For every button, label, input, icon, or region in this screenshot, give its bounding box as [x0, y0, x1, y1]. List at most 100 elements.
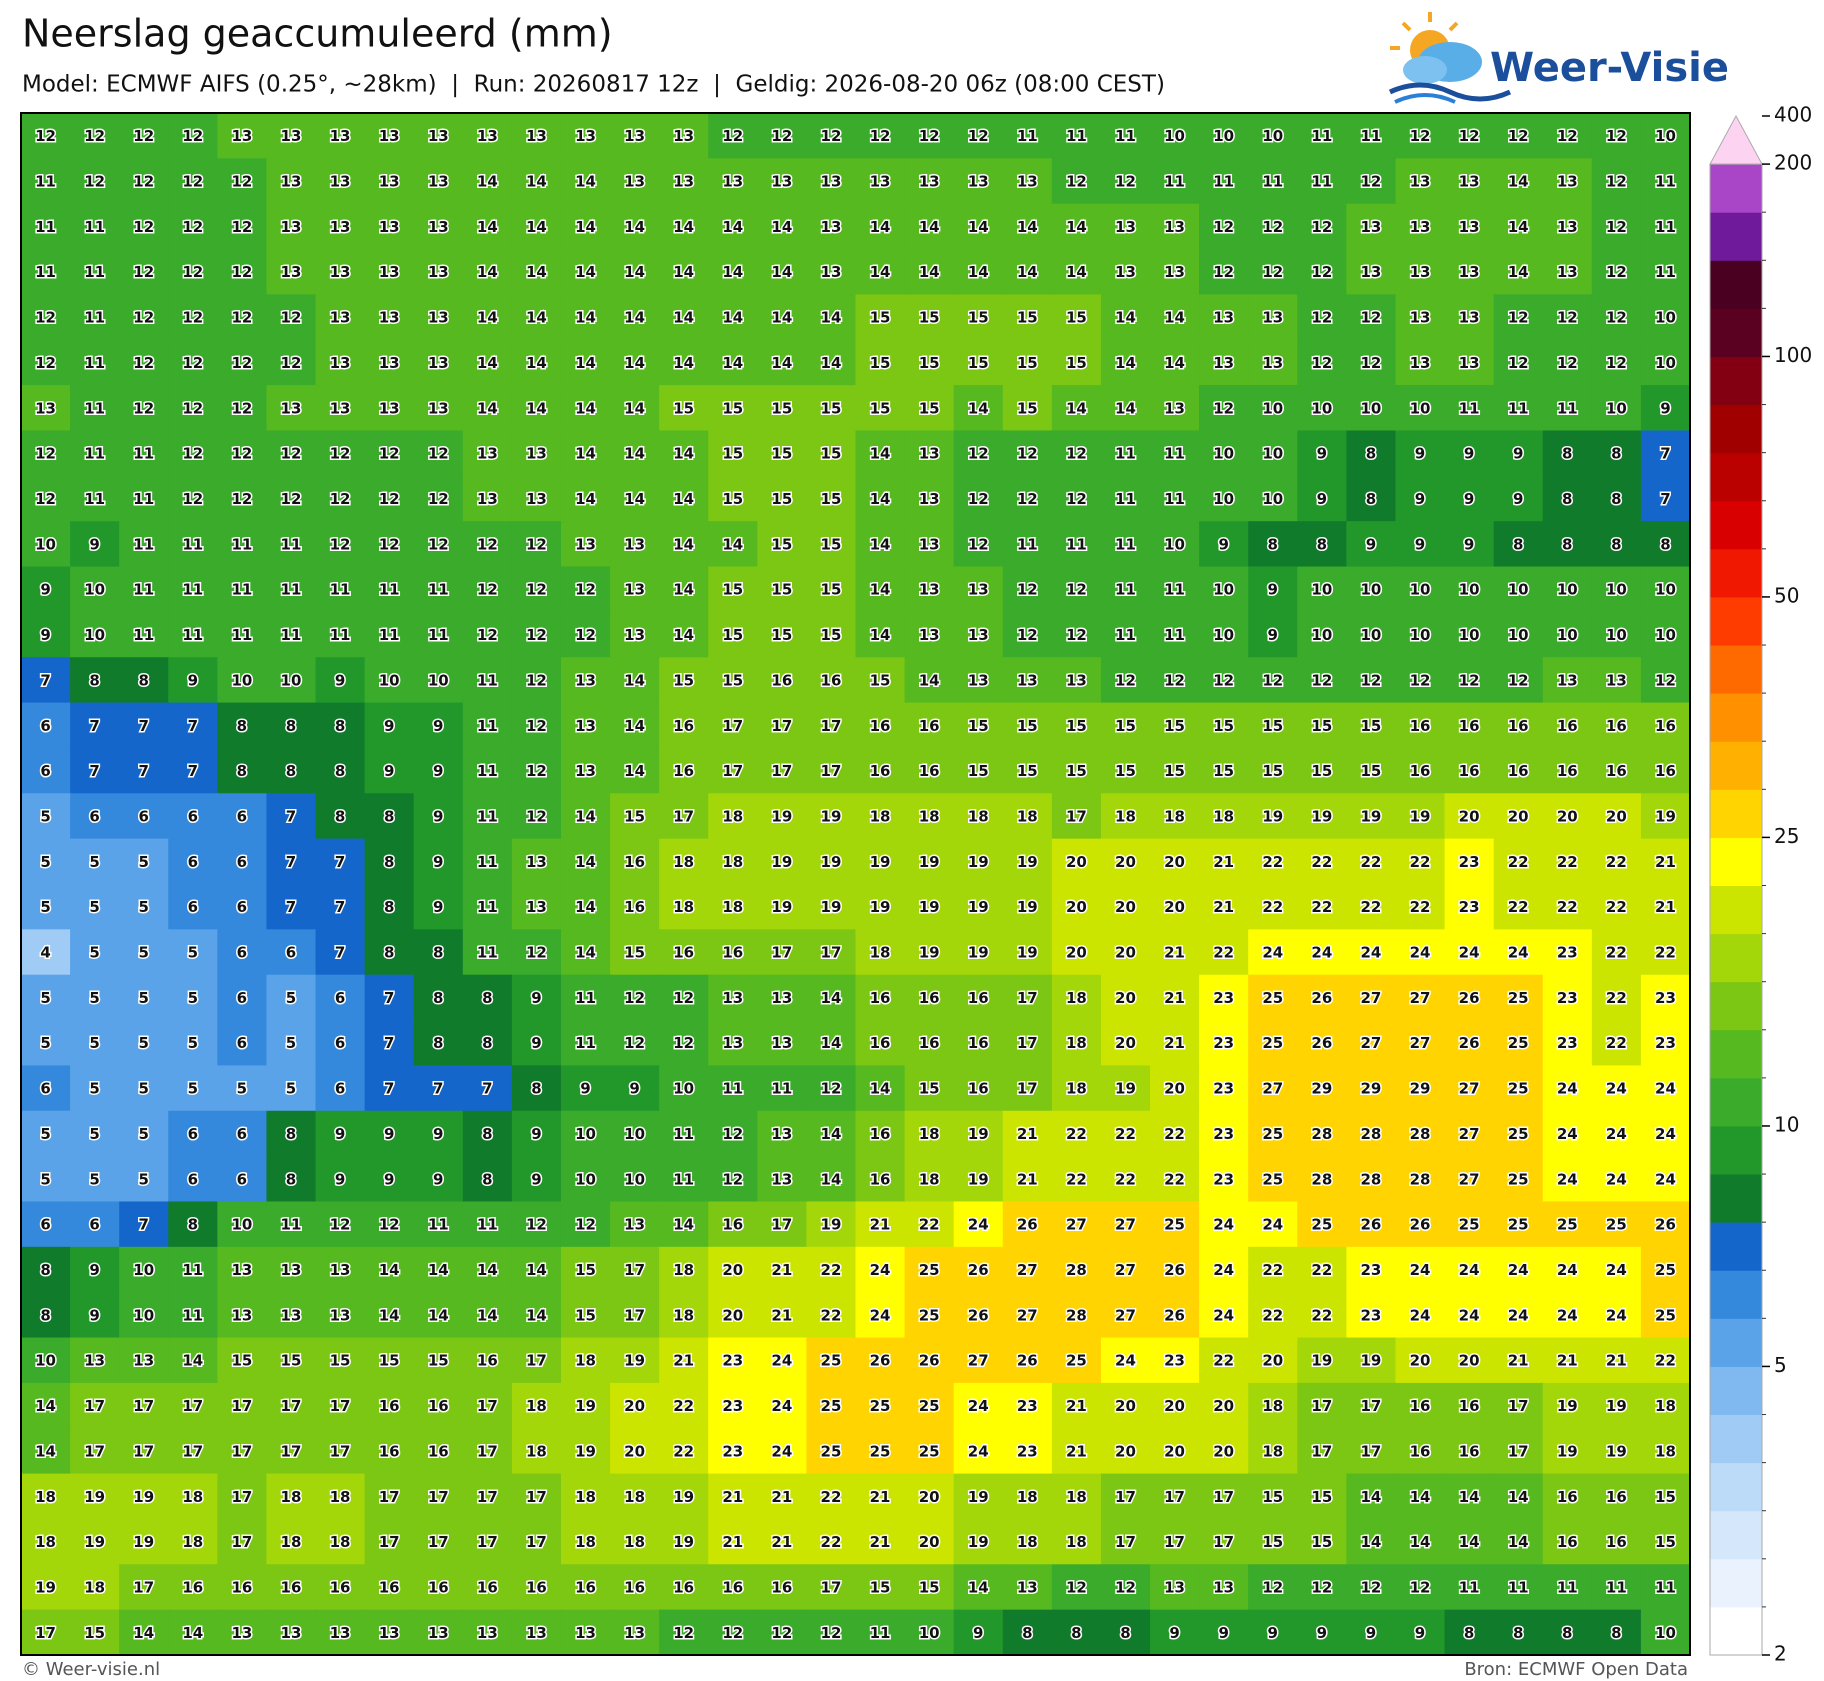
cell-label: 14	[1410, 1488, 1431, 1506]
cell-label: 17	[1017, 1080, 1038, 1098]
map-cell	[168, 884, 218, 930]
cell-label: 12	[771, 1624, 792, 1642]
cell-label: 10	[281, 671, 302, 689]
cell-label: 18	[182, 1488, 203, 1506]
cell-label: 12	[35, 490, 56, 508]
map-cell	[1542, 1382, 1593, 1429]
map-cell	[217, 339, 268, 386]
cell-label: 13	[1066, 671, 1087, 689]
map-cell	[953, 113, 1004, 159]
colorbar-band	[1710, 500, 1762, 550]
map-cell	[413, 1201, 464, 1248]
map-cell	[462, 657, 513, 704]
cell-label: 14	[673, 626, 694, 644]
map-cell	[953, 1518, 1004, 1565]
map-cell	[1002, 113, 1053, 159]
cell-label: 17	[624, 1261, 645, 1279]
map-cell	[70, 1065, 120, 1112]
cell-label: 11	[281, 535, 302, 553]
cell-label: 19	[1557, 1442, 1578, 1460]
map-cell	[904, 929, 955, 976]
cell-label: 14	[1066, 399, 1087, 417]
cell-label: 12	[231, 490, 252, 508]
cell-label: 21	[722, 1488, 743, 1506]
map-cell	[119, 1337, 169, 1384]
map-cell	[659, 385, 709, 432]
cell-label: 8	[433, 989, 443, 1007]
cell-label: 24	[1606, 1306, 1627, 1324]
map-cell	[217, 884, 268, 930]
colorbar-band	[1710, 164, 1762, 213]
cell-label: 17	[821, 944, 842, 962]
map-cell	[315, 1292, 366, 1339]
map-cell	[708, 1110, 758, 1157]
cell-label: 12	[919, 127, 940, 145]
cell-label: 12	[1557, 309, 1578, 327]
map-cell	[1493, 1065, 1544, 1112]
map-cell	[560, 1473, 611, 1520]
cell-label: 18	[673, 898, 694, 916]
map-cell	[1248, 884, 1298, 930]
map-cell	[659, 249, 709, 296]
cell-label: 13	[1459, 354, 1480, 372]
map-cell	[1493, 475, 1544, 522]
map-cell	[1100, 1337, 1151, 1384]
cell-label: 12	[379, 535, 400, 553]
cell-label: 12	[281, 354, 302, 372]
map-cell	[70, 1110, 120, 1157]
cell-label: 11	[1066, 127, 1087, 145]
cell-label: 16	[575, 1578, 596, 1596]
map-cell	[1002, 566, 1053, 613]
map-cell	[413, 1473, 464, 1520]
map-cell	[708, 521, 758, 568]
colorbar-band	[1710, 1174, 1762, 1223]
cell-label: 15	[821, 399, 842, 417]
cell-label: 13	[379, 399, 400, 417]
cell-label: 13	[526, 898, 547, 916]
cell-label: 12	[231, 354, 252, 372]
cell-label: 26	[968, 1261, 989, 1279]
colorbar-band	[1710, 596, 1762, 646]
map-cell	[757, 339, 808, 386]
cell-label: 13	[35, 399, 56, 417]
cell-label: 8	[335, 762, 345, 780]
map-cell	[168, 475, 218, 522]
map-cell	[462, 566, 513, 613]
map-cell	[1150, 1020, 1200, 1067]
cell-label: 14	[624, 490, 645, 508]
cell-label: 13	[281, 263, 302, 281]
map-cell	[1100, 566, 1151, 613]
cell-label: 11	[1360, 127, 1381, 145]
cell-label: 12	[526, 807, 547, 825]
map-cell	[1002, 611, 1053, 658]
map-cell	[168, 430, 218, 477]
map-cell	[462, 1201, 513, 1248]
cell-label: 20	[1115, 853, 1136, 871]
cell-label: 14	[477, 309, 498, 327]
cell-label: 6	[188, 853, 198, 871]
map-cell	[1444, 1246, 1495, 1293]
map-cell	[1297, 1292, 1347, 1339]
cell-label: 8	[433, 1034, 443, 1052]
map-cell	[168, 1156, 218, 1203]
cell-label: 11	[1655, 263, 1676, 281]
map-cell	[1346, 611, 1397, 658]
cell-label: 14	[575, 807, 596, 825]
cell-label: 14	[870, 490, 891, 508]
map-cell	[511, 1473, 562, 1520]
map-cell	[21, 339, 71, 386]
map-cell	[21, 566, 71, 613]
cell-label: 26	[1017, 1352, 1038, 1370]
map-cell	[364, 339, 415, 386]
map-cell	[1395, 1156, 1446, 1203]
cell-label: 21	[1164, 989, 1185, 1007]
map-cell	[119, 611, 169, 658]
cell-label: 13	[1017, 173, 1038, 191]
cell-label: 17	[477, 1533, 498, 1551]
map-cell	[21, 249, 71, 296]
cell-label: 12	[1115, 671, 1136, 689]
map-cell	[1640, 611, 1691, 658]
cell-label: 14	[35, 1442, 56, 1460]
cell-label: 16	[526, 1578, 547, 1596]
cell-label: 12	[182, 490, 203, 508]
